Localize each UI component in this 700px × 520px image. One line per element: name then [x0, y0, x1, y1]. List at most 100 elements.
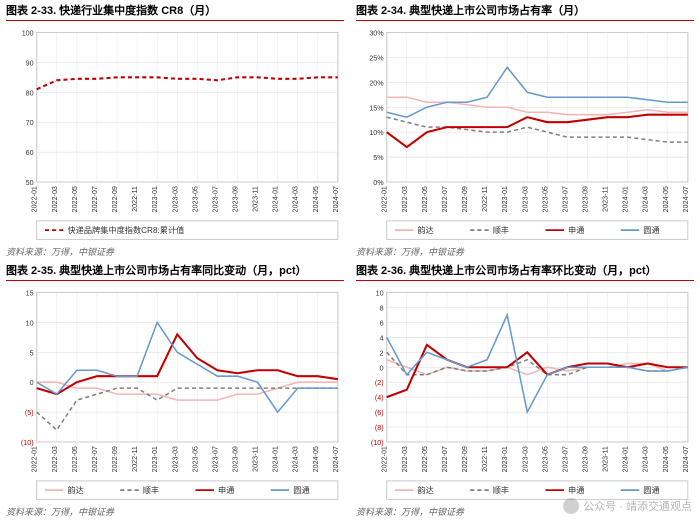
svg-text:2024-01: 2024-01	[272, 446, 280, 472]
svg-text:2022-03: 2022-03	[51, 446, 59, 472]
svg-text:顺丰: 顺丰	[493, 225, 509, 235]
source-cr8: 资料来源：万得，中银证券	[6, 245, 344, 258]
svg-text:2024-03: 2024-03	[642, 446, 650, 472]
panel-share: 图表 2-34. 典型快递上市公司市场占有率（月） 0%5%10%15%20%2…	[350, 0, 700, 260]
svg-text:2022-11: 2022-11	[131, 446, 139, 472]
svg-text:韵达: 韵达	[417, 225, 433, 235]
svg-text:2024-07: 2024-07	[332, 186, 340, 212]
svg-text:2022-11: 2022-11	[131, 186, 139, 212]
svg-text:5%: 5%	[373, 154, 384, 162]
chart-share: 0%5%10%15%20%25%30%2022-012022-032022-05…	[356, 25, 694, 243]
svg-text:70: 70	[26, 120, 34, 128]
wechat-icon	[563, 498, 579, 514]
svg-text:2023-05: 2023-05	[191, 446, 199, 472]
svg-text:2023-01: 2023-01	[151, 446, 159, 472]
svg-text:2024-01: 2024-01	[622, 186, 630, 212]
svg-text:90: 90	[26, 60, 34, 68]
svg-text:(2): (2)	[375, 380, 384, 388]
svg-text:2022-07: 2022-07	[91, 446, 99, 472]
svg-text:2024-07: 2024-07	[682, 186, 690, 212]
svg-text:2023-03: 2023-03	[171, 186, 179, 212]
title-mom: 图表 2-36. 典型快递上市公司市场占有率环比变动（月，pct）	[356, 264, 694, 281]
svg-text:6: 6	[380, 320, 384, 328]
svg-text:60: 60	[26, 149, 34, 157]
svg-text:50: 50	[26, 179, 34, 187]
svg-text:2022-05: 2022-05	[421, 446, 429, 472]
svg-text:2: 2	[380, 350, 384, 358]
svg-text:顺丰: 顺丰	[493, 485, 509, 495]
svg-text:圆通: 圆通	[643, 225, 659, 235]
chart-mom: (10)(8)(6)(4)(2)02468102022-012022-03202…	[356, 285, 694, 503]
svg-text:0: 0	[30, 380, 34, 388]
svg-text:2022-11: 2022-11	[481, 186, 489, 212]
svg-text:2023-09: 2023-09	[581, 446, 589, 472]
svg-text:2024-03: 2024-03	[292, 186, 300, 212]
svg-text:韵达: 韵达	[417, 485, 433, 495]
svg-text:(4): (4)	[375, 394, 384, 402]
svg-text:2022-09: 2022-09	[111, 186, 119, 212]
svg-text:2023-09: 2023-09	[231, 186, 239, 212]
svg-text:2022-11: 2022-11	[481, 446, 489, 472]
svg-text:2022-09: 2022-09	[461, 186, 469, 212]
source-share: 资料来源：万得，中银证券	[356, 245, 694, 258]
panel-cr8: 图表 2-33. 快递行业集中度指数 CR8（月） 50607080901002…	[0, 0, 350, 260]
svg-text:2024-01: 2024-01	[272, 186, 280, 212]
svg-text:2024-03: 2024-03	[292, 446, 300, 472]
svg-text:15%: 15%	[369, 105, 384, 113]
svg-text:2022-07: 2022-07	[441, 186, 449, 212]
svg-text:2022-03: 2022-03	[401, 446, 409, 472]
title-share: 图表 2-34. 典型快递上市公司市场占有率（月）	[356, 4, 694, 21]
svg-text:2022-01: 2022-01	[31, 186, 39, 212]
svg-text:2023-01: 2023-01	[501, 446, 509, 472]
svg-text:2022-09: 2022-09	[111, 446, 119, 472]
svg-text:2022-01: 2022-01	[31, 446, 39, 472]
svg-text:2023-01: 2023-01	[151, 186, 159, 212]
svg-text:20%: 20%	[369, 80, 384, 88]
svg-text:2023-07: 2023-07	[211, 186, 219, 212]
svg-text:2023-11: 2023-11	[252, 446, 260, 472]
svg-text:快递品牌集中度指数CR8:累计值: 快递品牌集中度指数CR8:累计值	[67, 225, 184, 235]
svg-text:2024-03: 2024-03	[642, 186, 650, 212]
svg-text:2023-03: 2023-03	[171, 446, 179, 472]
svg-text:2022-05: 2022-05	[71, 186, 79, 212]
svg-text:2023-07: 2023-07	[211, 446, 219, 472]
svg-text:2023-07: 2023-07	[561, 446, 569, 472]
svg-text:0: 0	[380, 365, 384, 373]
svg-text:10: 10	[376, 290, 384, 298]
svg-text:5: 5	[30, 350, 34, 358]
svg-text:圆通: 圆通	[293, 485, 309, 495]
svg-text:申通: 申通	[568, 485, 584, 495]
svg-text:2022-03: 2022-03	[401, 186, 409, 212]
source-yoy: 资料来源：万得，中银证券	[6, 505, 344, 518]
svg-text:2023-09: 2023-09	[581, 186, 589, 212]
svg-text:2024-05: 2024-05	[312, 186, 320, 212]
chart-cr8: 50607080901002022-012022-032022-052022-0…	[6, 25, 344, 243]
panel-mom: 图表 2-36. 典型快递上市公司市场占有率环比变动（月，pct） (10)(8…	[350, 260, 700, 520]
svg-text:2023-03: 2023-03	[521, 186, 529, 212]
svg-text:2023-07: 2023-07	[561, 186, 569, 212]
svg-text:(5): (5)	[25, 409, 34, 417]
title-yoy: 图表 2-35. 典型快递上市公司市场占有率同比变动（月，pct）	[6, 264, 344, 281]
svg-text:韵达: 韵达	[67, 485, 83, 495]
svg-text:2023-05: 2023-05	[541, 446, 549, 472]
svg-text:2022-07: 2022-07	[91, 186, 99, 212]
panel-yoy: 图表 2-35. 典型快递上市公司市场占有率同比变动（月，pct） (10)(5…	[0, 260, 350, 520]
svg-text:2024-01: 2024-01	[622, 446, 630, 472]
svg-text:2024-07: 2024-07	[332, 446, 340, 472]
svg-text:2023-11: 2023-11	[602, 186, 610, 212]
svg-text:2023-03: 2023-03	[521, 446, 529, 472]
svg-text:2024-05: 2024-05	[662, 446, 670, 472]
svg-text:顺丰: 顺丰	[143, 485, 159, 495]
svg-text:2023-01: 2023-01	[501, 186, 509, 212]
svg-text:0%: 0%	[373, 179, 384, 187]
svg-text:2023-11: 2023-11	[602, 446, 610, 472]
title-cr8: 图表 2-33. 快递行业集中度指数 CR8（月）	[6, 4, 344, 21]
svg-text:8: 8	[380, 305, 384, 313]
svg-text:2022-07: 2022-07	[441, 446, 449, 472]
svg-text:4: 4	[380, 335, 384, 343]
svg-text:2022-03: 2022-03	[51, 186, 59, 212]
svg-text:2023-11: 2023-11	[252, 186, 260, 212]
svg-text:2022-05: 2022-05	[71, 446, 79, 472]
svg-text:30%: 30%	[369, 30, 384, 38]
svg-text:2024-07: 2024-07	[682, 446, 690, 472]
